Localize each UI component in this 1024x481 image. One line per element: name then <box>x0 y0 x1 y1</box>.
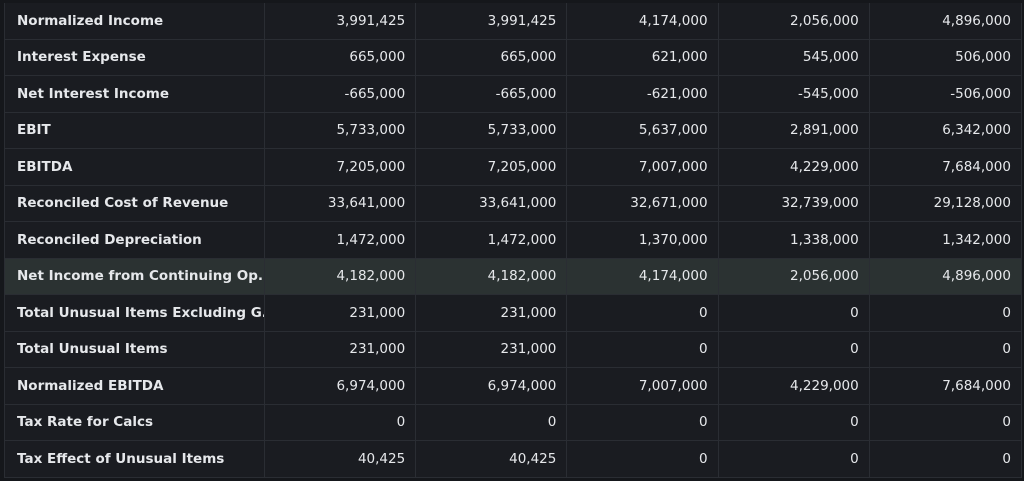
row-label: Tax Effect of Unusual Items <box>5 441 265 477</box>
row-label: Net Income from Continuing Op... <box>5 258 265 294</box>
value-cell: 0 <box>1002 304 1011 321</box>
value-cell: 4,229,000 <box>719 368 870 404</box>
value-cell: 6,974,000 <box>265 368 417 404</box>
row-label: Interest Expense <box>5 39 265 75</box>
value-cell: 1,472,000 <box>416 222 568 258</box>
value-cell: 7,007,000 <box>567 368 719 404</box>
value-cell: 7,684,000 <box>942 377 1011 394</box>
value-cell: 4,229,000 <box>719 149 870 185</box>
value-cell: 40,425 <box>265 441 417 477</box>
value-cell: 0 <box>719 295 870 331</box>
table-row[interactable]: Reconciled Cost of Revenue 33,641,000 33,6… <box>5 185 1021 222</box>
row-label: EBIT <box>5 112 265 148</box>
value-cell: -621,000 <box>567 76 719 112</box>
value-cell: -665,000 <box>265 76 417 112</box>
value-cell: 5,733,000 <box>416 112 568 148</box>
value-cell: 7,007,000 <box>567 149 719 185</box>
value-cell: 5,637,000 <box>567 112 719 148</box>
value-cell: -506,000 <box>950 85 1011 102</box>
value-cell: 4,896,000 <box>942 268 1011 285</box>
table-row[interactable]: Net Interest Income -665,000 -665,000 -621,… <box>5 76 1021 113</box>
value-cell: 0 <box>567 331 719 367</box>
table-row[interactable]: Reconciled Depreciation 1,472,000 1,472,00… <box>5 222 1021 259</box>
value-cell: 6,342,000 <box>942 122 1011 139</box>
value-cell: 231,000 <box>416 331 568 367</box>
value-cell: 231,000 <box>265 331 417 367</box>
value-cell: 2,056,000 <box>719 258 870 294</box>
table-row[interactable]: Normalized Income 3,991,425 3,991,425 4,174… <box>5 3 1021 40</box>
value-cell: 4,174,000 <box>567 3 719 39</box>
row-label: Normalized Income <box>5 3 265 39</box>
value-cell: 3,991,425 <box>416 3 568 39</box>
value-cell: 40,425 <box>416 441 568 477</box>
value-cell: 1,342,000 <box>942 231 1011 248</box>
value-cell: 0 <box>1002 341 1011 358</box>
value-cell: 0 <box>719 441 870 477</box>
value-cell: 4,896,000 <box>942 12 1011 29</box>
row-label: Reconciled Depreciation <box>5 222 265 258</box>
value-cell: 0 <box>719 404 870 440</box>
value-cell: 0 <box>1002 450 1011 467</box>
table-row[interactable]: EBIT 5,733,000 5,733,000 5,637,000 2,891,000… <box>5 112 1021 149</box>
row-label: Tax Rate for Calcs <box>5 404 265 440</box>
value-cell: 0 <box>567 441 719 477</box>
table-row[interactable]: Total Unusual Items Excluding G... 231,00… <box>5 295 1021 332</box>
value-cell: 1,472,000 <box>265 222 417 258</box>
value-cell: 4,174,000 <box>567 258 719 294</box>
value-cell: 32,739,000 <box>719 185 870 221</box>
value-cell: 506,000 <box>955 49 1011 66</box>
value-cell: 665,000 <box>265 39 417 75</box>
row-label: EBITDA <box>5 149 265 185</box>
value-cell: 231,000 <box>416 295 568 331</box>
value-cell: 0 <box>567 404 719 440</box>
value-cell: 0 <box>719 331 870 367</box>
row-label: Net Interest Income <box>5 76 265 112</box>
table-row[interactable]: Interest Expense 665,000 665,000 621,000 545… <box>5 39 1021 76</box>
value-cell: 1,370,000 <box>567 222 719 258</box>
table-row[interactable]: Tax Rate for Calcs 0 0 0 0 0 <box>5 404 1021 441</box>
value-cell: 2,056,000 <box>719 3 870 39</box>
value-cell: 32,671,000 <box>567 185 719 221</box>
row-label: Normalized EBITDA <box>5 368 265 404</box>
value-cell: 0 <box>416 404 568 440</box>
row-label: Total Unusual Items Excluding G... <box>5 295 265 331</box>
value-cell: 1,338,000 <box>719 222 870 258</box>
value-cell: 3,991,425 <box>265 3 417 39</box>
table-row[interactable]: EBITDA 7,205,000 7,205,000 7,007,000 4,229,0… <box>5 149 1021 186</box>
value-cell: 29,128,000 <box>933 195 1011 212</box>
value-cell: 545,000 <box>719 39 870 75</box>
value-cell: 33,641,000 <box>416 185 568 221</box>
table-row[interactable]: Total Unusual Items 231,000 231,000 0 0 0 <box>5 331 1021 368</box>
row-label: Reconciled Cost of Revenue <box>5 185 265 221</box>
value-cell: 2,891,000 <box>719 112 870 148</box>
value-cell: 0 <box>567 295 719 331</box>
value-cell: 7,205,000 <box>265 149 417 185</box>
value-cell: 665,000 <box>416 39 568 75</box>
value-cell: 4,182,000 <box>416 258 568 294</box>
value-cell: 7,684,000 <box>942 158 1011 175</box>
value-cell: 4,182,000 <box>265 258 417 294</box>
table-row[interactable]: Tax Effect of Unusual Items 40,425 40,425 0… <box>5 441 1021 478</box>
value-cell: 5,733,000 <box>265 112 417 148</box>
financials-table: Normalized Income 3,991,425 3,991,425 4,174… <box>4 3 1022 478</box>
row-label: Total Unusual Items <box>5 331 265 367</box>
value-cell: 0 <box>265 404 417 440</box>
value-cell: -665,000 <box>416 76 568 112</box>
value-cell: 231,000 <box>265 295 417 331</box>
table-row[interactable]: Net Income from Continuing Op... 4,182,00… <box>5 258 1021 295</box>
value-cell: 33,641,000 <box>265 185 417 221</box>
table-row[interactable]: Normalized EBITDA 6,974,000 6,974,000 7,007… <box>5 368 1021 405</box>
value-cell: 6,974,000 <box>416 368 568 404</box>
value-cell: 621,000 <box>567 39 719 75</box>
value-cell: 7,205,000 <box>416 149 568 185</box>
value-cell: -545,000 <box>719 76 870 112</box>
value-cell: 0 <box>1002 414 1011 431</box>
